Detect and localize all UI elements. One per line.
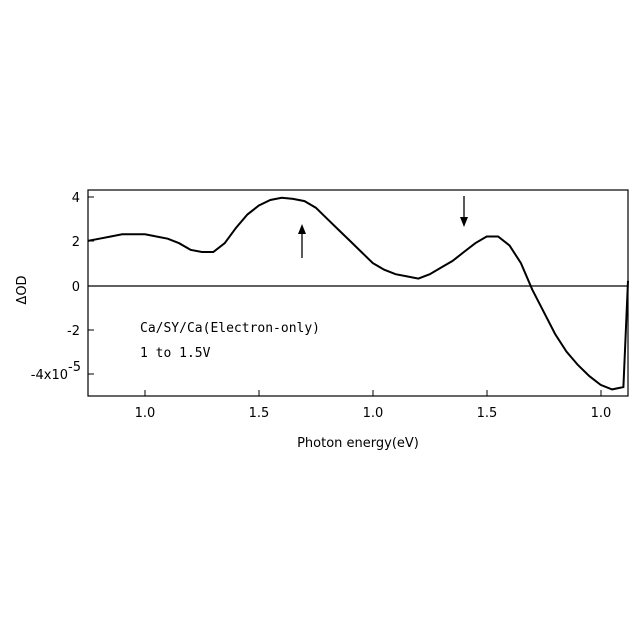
x-tick-label: 1.0 (135, 406, 156, 421)
x-tick-label: 1.5 (249, 406, 270, 421)
plot-frame (88, 190, 628, 396)
y-tick-label: 0 (72, 280, 80, 295)
y-tick-label: 2 (72, 235, 80, 250)
y-tick-label: -4x10 (31, 368, 68, 383)
y-tick-label: 4 (72, 191, 80, 206)
y-axis: 4 2 0 -2 -4x10 -5 (31, 191, 94, 383)
arrow-up-icon (298, 224, 306, 258)
y-tick-label: -2 (67, 324, 80, 339)
arrow-down-icon (460, 196, 468, 227)
x-tick-label: 1.0 (591, 406, 612, 421)
annotation-voltage: 1 to 1.5V (140, 346, 211, 361)
y-exponent: -5 (68, 360, 81, 375)
x-axis-title: Photon energy(eV) (297, 436, 419, 451)
x-axis: 1.0 1.5 1.0 1.5 1.0 (135, 390, 612, 421)
y-axis-title: ΔOD (15, 275, 30, 304)
x-tick-label: 1.5 (477, 406, 498, 421)
x-tick-label: 1.0 (363, 406, 384, 421)
annotation-sample: Ca/SY/Ca(Electron-only) (140, 321, 320, 336)
